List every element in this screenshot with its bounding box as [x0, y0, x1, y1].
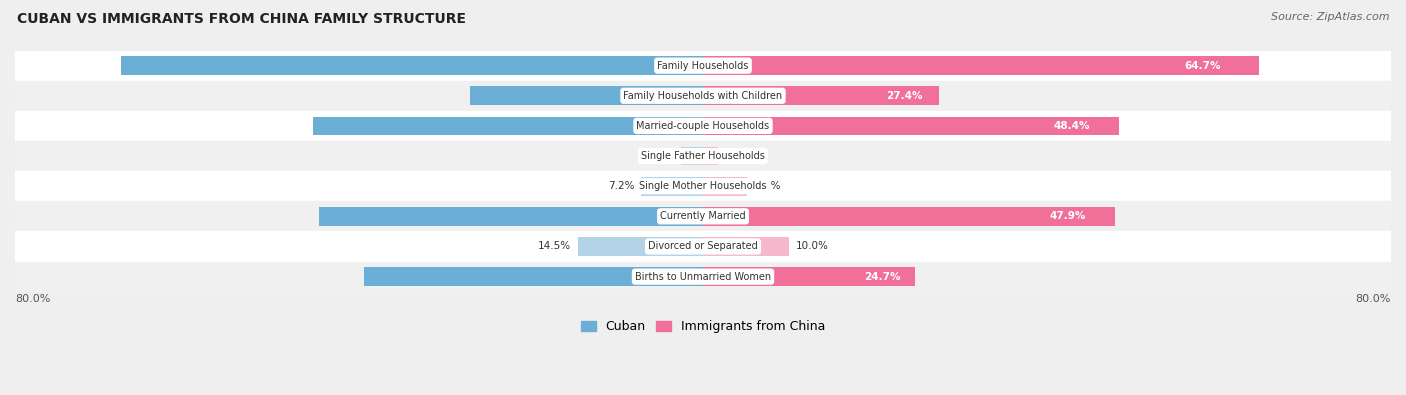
Text: Births to Unmarried Women: Births to Unmarried Women [636, 272, 770, 282]
Bar [681, 147, 703, 166]
Bar [703, 87, 939, 105]
Text: Currently Married: Currently Married [661, 211, 745, 221]
Text: 24.7%: 24.7% [865, 272, 901, 282]
Text: Family Households: Family Households [658, 60, 748, 71]
Bar [703, 207, 1115, 226]
Text: 64.7%: 64.7% [1184, 60, 1220, 71]
Text: 48.4%: 48.4% [1053, 121, 1090, 131]
Text: 67.7%: 67.7% [662, 60, 699, 71]
Bar [15, 51, 1391, 81]
Bar [121, 56, 703, 75]
Bar [15, 231, 1391, 261]
Text: 1.8%: 1.8% [725, 151, 752, 161]
Text: Divorced or Separated: Divorced or Separated [648, 241, 758, 252]
Bar [319, 207, 703, 226]
Bar [364, 267, 703, 286]
Bar [312, 117, 703, 135]
Bar [15, 141, 1391, 171]
Bar [15, 111, 1391, 141]
Bar [703, 117, 1119, 135]
Text: 14.5%: 14.5% [538, 241, 571, 252]
Bar [703, 56, 1260, 75]
Text: Source: ZipAtlas.com: Source: ZipAtlas.com [1271, 12, 1389, 22]
Text: Single Mother Households: Single Mother Households [640, 181, 766, 191]
Text: Single Father Households: Single Father Households [641, 151, 765, 161]
Bar [578, 237, 703, 256]
Text: 27.1%: 27.1% [686, 91, 723, 101]
Bar [15, 81, 1391, 111]
Bar [703, 237, 789, 256]
Bar [703, 267, 915, 286]
Bar [703, 177, 747, 196]
Text: 47.9%: 47.9% [1050, 211, 1085, 221]
Text: Family Households with Children: Family Households with Children [623, 91, 783, 101]
Text: 5.1%: 5.1% [754, 181, 780, 191]
Bar [703, 147, 718, 166]
Text: 27.4%: 27.4% [886, 91, 922, 101]
Text: 2.6%: 2.6% [647, 151, 673, 161]
Text: 39.4%: 39.4% [679, 272, 716, 282]
Bar [470, 87, 703, 105]
Bar [15, 261, 1391, 292]
Text: Married-couple Households: Married-couple Households [637, 121, 769, 131]
Text: 80.0%: 80.0% [1355, 294, 1391, 304]
Bar [15, 201, 1391, 231]
Bar [641, 177, 703, 196]
Text: 44.6%: 44.6% [676, 211, 713, 221]
Text: 10.0%: 10.0% [796, 241, 828, 252]
Text: 45.4%: 45.4% [676, 121, 713, 131]
Text: 7.2%: 7.2% [607, 181, 634, 191]
Bar [15, 171, 1391, 201]
Text: CUBAN VS IMMIGRANTS FROM CHINA FAMILY STRUCTURE: CUBAN VS IMMIGRANTS FROM CHINA FAMILY ST… [17, 12, 465, 26]
Text: 80.0%: 80.0% [15, 294, 51, 304]
Legend: Cuban, Immigrants from China: Cuban, Immigrants from China [575, 316, 831, 339]
